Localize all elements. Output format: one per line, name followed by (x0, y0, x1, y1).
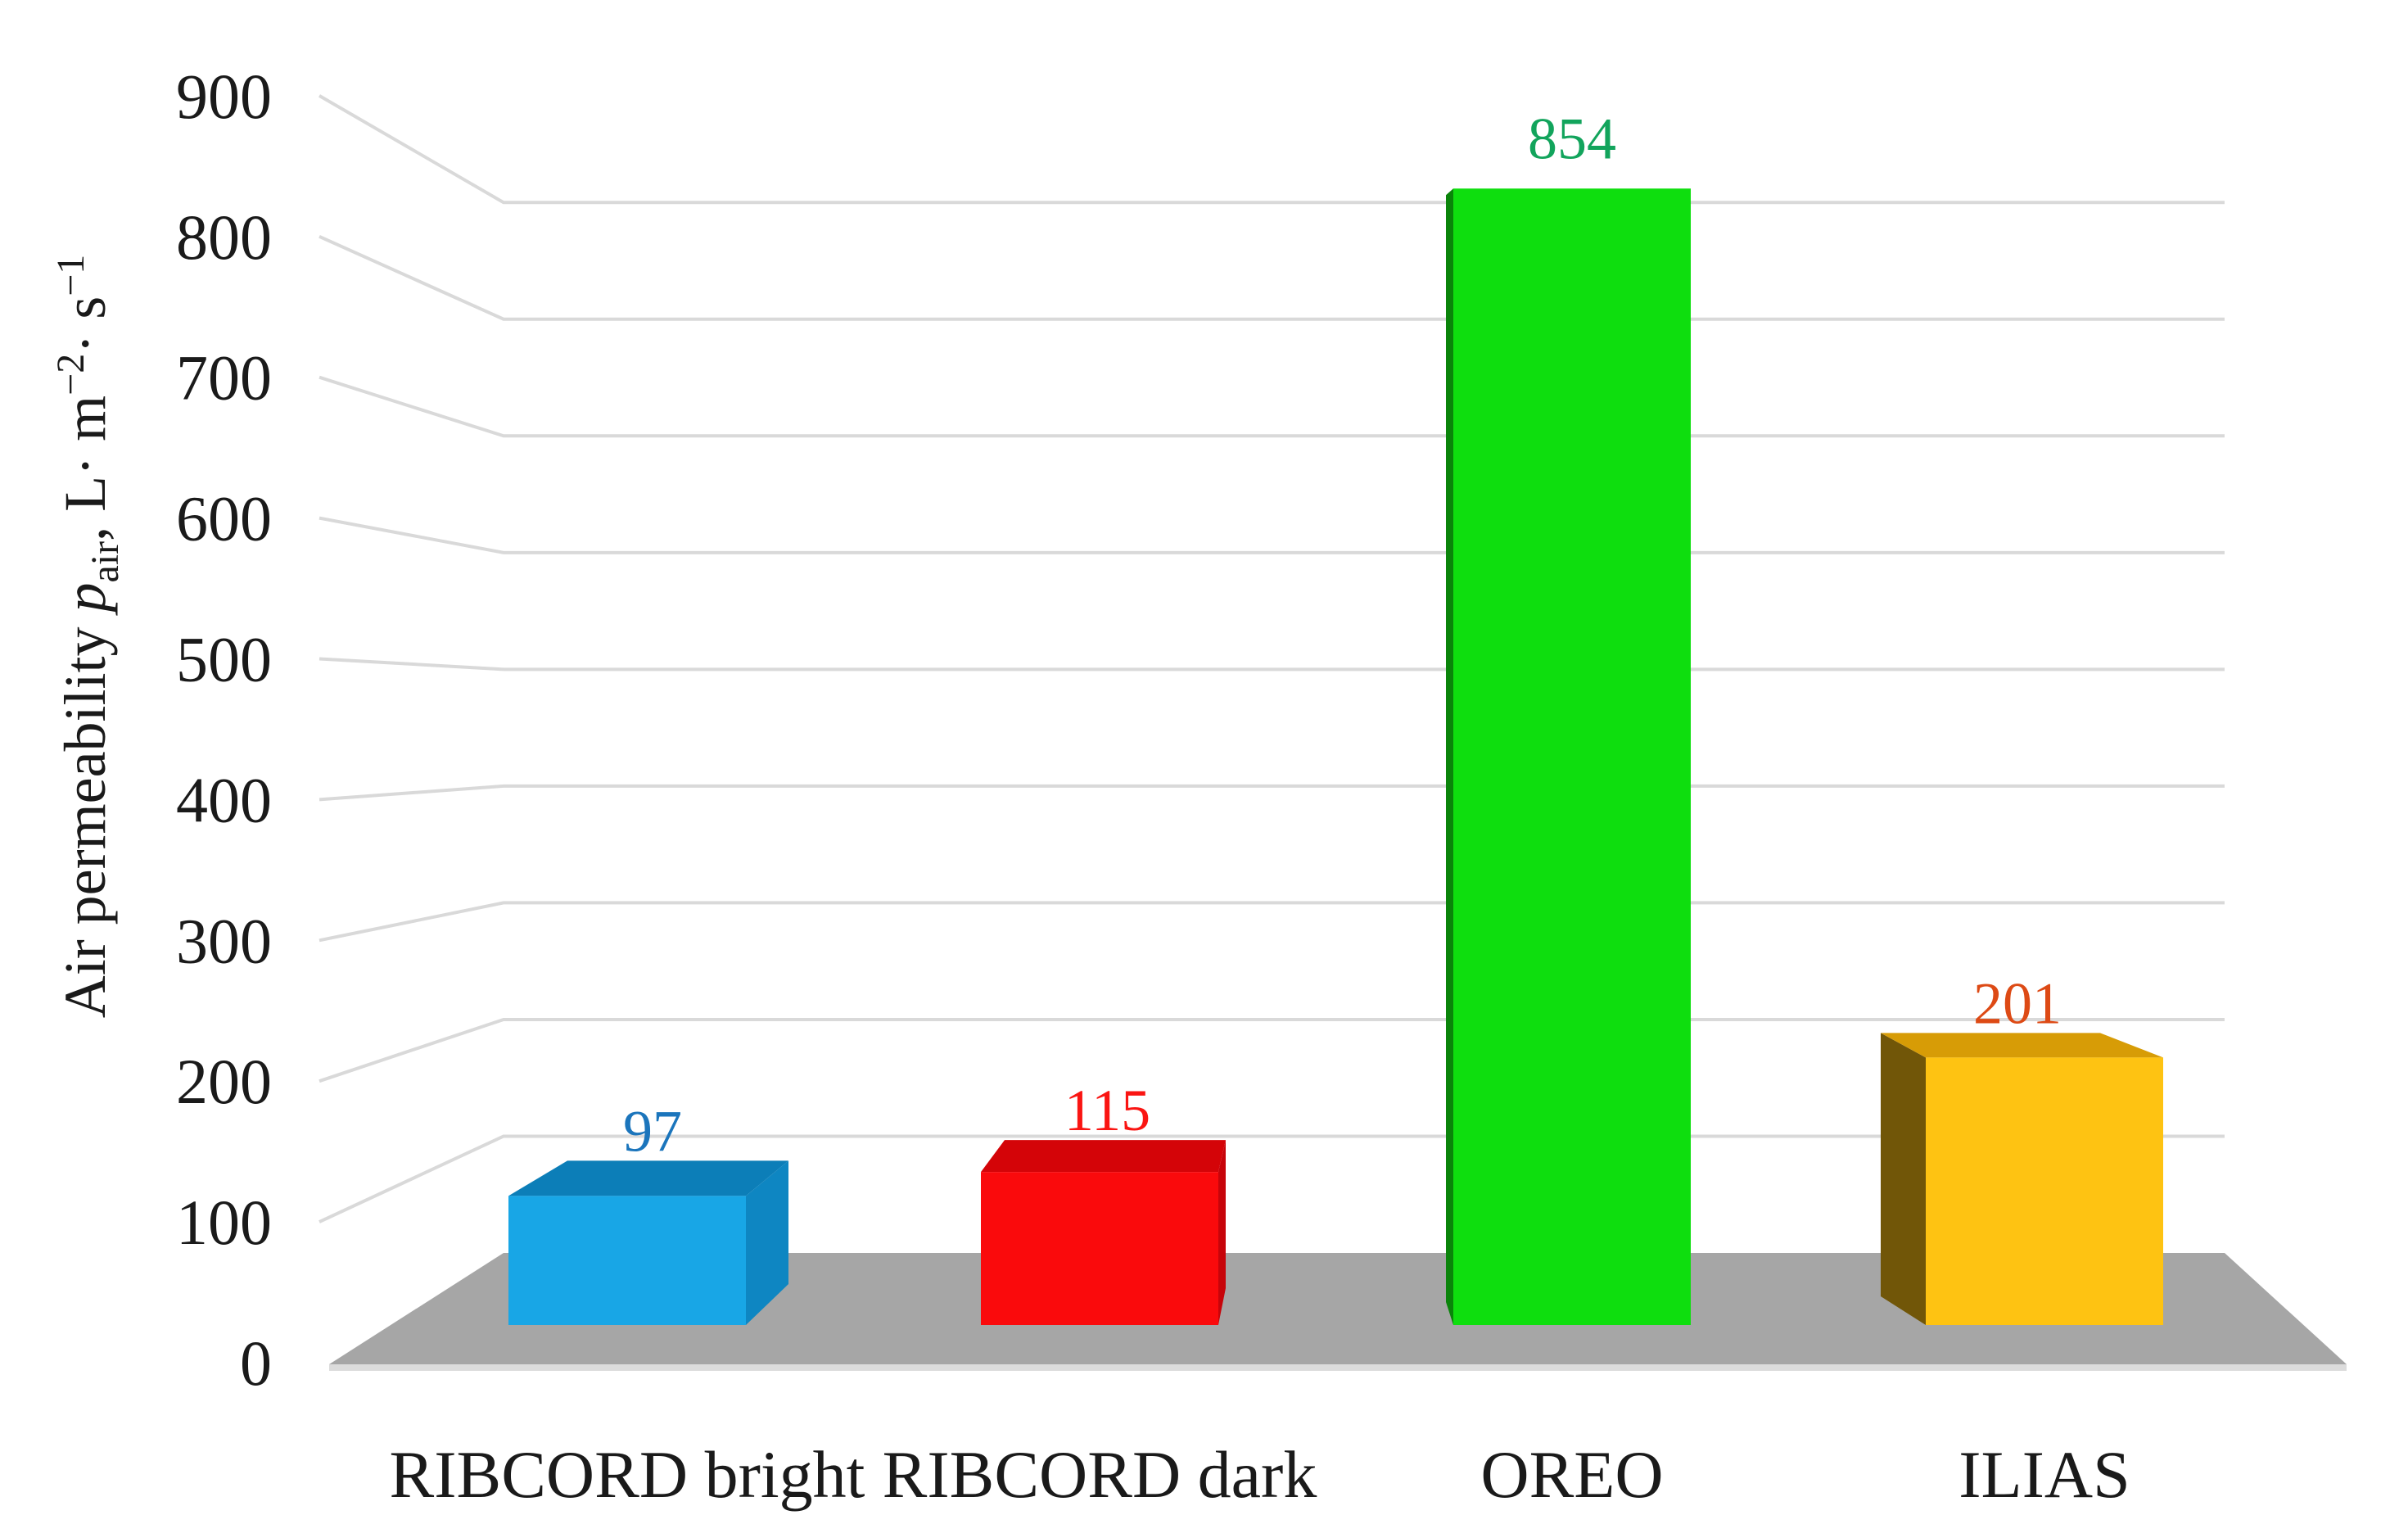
category-label: RIBCORD bright (390, 1437, 865, 1512)
bar-oreo (1446, 188, 1691, 1325)
y-tick-label: 200 (176, 1046, 272, 1117)
y-tick-label: 100 (176, 1187, 272, 1258)
category-label: OREO (1480, 1437, 1663, 1512)
bar-top-face (508, 1160, 788, 1196)
bar-top-face (981, 1140, 1226, 1173)
y-tick-label: 600 (176, 483, 272, 554)
bar-side-face (1881, 1033, 1926, 1325)
bar-value-label: 97 (623, 1098, 682, 1164)
category-label: ILIAS (1958, 1437, 2130, 1512)
bar-side-face (1218, 1140, 1226, 1325)
bar-value-label: 854 (1528, 106, 1616, 171)
bar-front-face (1926, 1057, 2163, 1325)
y-tick-label: 900 (176, 61, 272, 132)
y-axis-title: Air permeability pair, L· m−2· s−1 (49, 255, 127, 1019)
y-tick-label: 700 (176, 342, 272, 414)
chart-floor (329, 1253, 2347, 1364)
floor-front-edge (329, 1364, 2347, 1371)
bar-front-face (508, 1196, 746, 1325)
y-tick-label: 0 (240, 1327, 272, 1399)
y-tick-label: 400 (176, 764, 272, 835)
bar-ribcord-bright (508, 1160, 788, 1325)
bar-side-face (1446, 188, 1453, 1325)
bar-side-face (746, 1160, 788, 1325)
bar-ilias (1881, 1033, 2163, 1325)
bar-top-face (1881, 1033, 2163, 1058)
y-tick-label: 300 (176, 905, 272, 976)
bar-front-face (1453, 188, 1691, 1325)
bar-front-face (981, 1172, 1218, 1325)
category-label: RIBCORD dark (883, 1437, 1317, 1512)
y-tick-label: 800 (176, 201, 272, 273)
bar-ribcord-dark (981, 1140, 1226, 1325)
y-tick-label: 500 (176, 624, 272, 695)
bar-value-label: 201 (1973, 970, 2062, 1036)
bar-value-label: 115 (1064, 1078, 1150, 1143)
